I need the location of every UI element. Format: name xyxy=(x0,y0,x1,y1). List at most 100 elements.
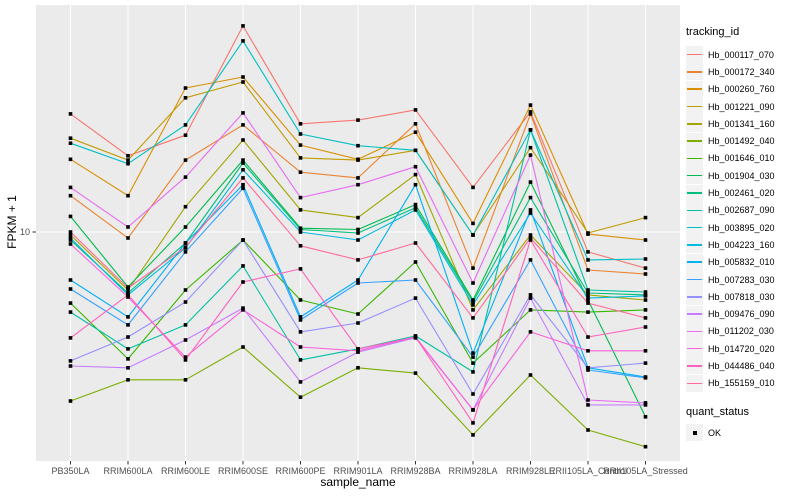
data-point[interactable] xyxy=(298,358,303,362)
data-point[interactable] xyxy=(68,359,73,363)
data-point[interactable] xyxy=(643,257,648,261)
data-point[interactable] xyxy=(241,161,245,165)
legend-item-Hb_001341_160[interactable]: Hb_001341_160 xyxy=(686,115,798,133)
data-point[interactable] xyxy=(68,287,73,291)
data-point[interactable] xyxy=(643,403,648,407)
data-point[interactable] xyxy=(298,395,303,399)
data-point[interactable] xyxy=(528,238,533,242)
data-point[interactable] xyxy=(413,296,418,300)
data-point[interactable] xyxy=(126,158,130,162)
data-point[interactable] xyxy=(586,296,590,300)
data-point[interactable] xyxy=(643,294,648,298)
data-point[interactable] xyxy=(586,250,590,254)
data-point[interactable] xyxy=(68,112,73,116)
data-point[interactable] xyxy=(183,338,188,342)
data-point[interactable] xyxy=(356,238,360,242)
data-point[interactable] xyxy=(183,245,188,249)
data-point[interactable] xyxy=(68,233,73,237)
data-point[interactable] xyxy=(413,182,418,187)
data-point[interactable] xyxy=(183,86,188,90)
data-point[interactable] xyxy=(413,130,418,134)
legend-item-Hb_002461_020[interactable]: Hb_002461_020 xyxy=(686,184,798,202)
data-point[interactable] xyxy=(413,205,418,210)
legend-item-Hb_000260_760[interactable]: Hb_000260_760 xyxy=(686,80,798,98)
data-point[interactable] xyxy=(356,258,360,262)
data-point[interactable] xyxy=(586,301,590,305)
data-point[interactable] xyxy=(586,293,590,297)
data-point[interactable] xyxy=(643,349,648,353)
data-point[interactable] xyxy=(298,267,303,271)
data-point[interactable] xyxy=(356,227,360,232)
data-point[interactable] xyxy=(126,366,130,370)
data-point[interactable] xyxy=(413,241,418,245)
data-point[interactable] xyxy=(643,444,648,449)
data-point[interactable] xyxy=(298,227,303,232)
data-point[interactable] xyxy=(68,242,73,246)
data-point[interactable] xyxy=(528,236,533,240)
data-point[interactable] xyxy=(471,361,475,365)
data-point[interactable] xyxy=(356,312,360,316)
data-point[interactable] xyxy=(586,368,590,372)
data-point[interactable] xyxy=(241,24,245,28)
data-point[interactable] xyxy=(356,278,360,282)
data-point[interactable] xyxy=(471,308,475,312)
data-point[interactable] xyxy=(413,122,418,126)
data-point[interactable] xyxy=(643,308,648,312)
legend-item-Hb_011202_030[interactable]: Hb_011202_030 xyxy=(686,322,798,340)
data-point[interactable] xyxy=(413,172,418,177)
data-point[interactable] xyxy=(356,118,360,122)
data-point[interactable] xyxy=(586,310,590,314)
data-point[interactable] xyxy=(643,401,648,405)
data-point[interactable] xyxy=(183,175,188,179)
legend-item-Hb_002687_090[interactable]: Hb_002687_090 xyxy=(686,201,798,219)
data-point[interactable] xyxy=(126,288,130,292)
data-point[interactable] xyxy=(298,380,303,384)
data-point[interactable] xyxy=(586,258,590,262)
data-point[interactable] xyxy=(126,357,130,361)
legend-item-Hb_003895_020[interactable]: Hb_003895_020 xyxy=(686,219,798,237)
data-point[interactable] xyxy=(471,316,475,320)
data-point[interactable] xyxy=(298,156,303,160)
data-point[interactable] xyxy=(298,230,303,234)
data-point[interactable] xyxy=(241,39,245,43)
data-point[interactable] xyxy=(241,306,245,310)
data-point[interactable] xyxy=(586,231,590,235)
data-point[interactable] xyxy=(643,415,648,419)
data-point[interactable] xyxy=(586,298,590,302)
data-point[interactable] xyxy=(183,225,188,229)
data-point[interactable] xyxy=(241,345,245,349)
legend-item-Hb_001492_040[interactable]: Hb_001492_040 xyxy=(686,132,798,150)
data-point[interactable] xyxy=(413,260,418,264)
data-point[interactable] xyxy=(528,233,533,237)
data-point[interactable] xyxy=(183,204,188,209)
data-point[interactable] xyxy=(413,208,418,212)
legend-item-Hb_000117_070[interactable]: Hb_000117_070 xyxy=(686,46,798,64)
data-point[interactable] xyxy=(471,370,475,374)
data-point[interactable] xyxy=(183,378,188,382)
data-point[interactable] xyxy=(413,202,418,207)
data-point[interactable] xyxy=(68,364,73,368)
data-point[interactable] xyxy=(471,233,475,237)
data-point[interactable] xyxy=(643,238,648,242)
data-point[interactable] xyxy=(528,211,533,215)
data-point[interactable] xyxy=(471,351,475,355)
legend-item-Hb_014720_020[interactable]: Hb_014720_020 xyxy=(686,340,798,358)
data-point[interactable] xyxy=(126,293,130,297)
data-point[interactable] xyxy=(183,158,188,162)
data-point[interactable] xyxy=(298,208,303,212)
data-point[interactable] xyxy=(241,75,245,79)
data-point[interactable] xyxy=(68,157,73,162)
data-point[interactable] xyxy=(528,145,533,150)
data-point[interactable] xyxy=(471,433,475,437)
data-point[interactable] xyxy=(528,373,533,377)
data-point[interactable] xyxy=(68,238,73,242)
data-point[interactable] xyxy=(241,238,245,242)
data-point[interactable] xyxy=(241,280,245,284)
data-point[interactable] xyxy=(643,376,648,380)
legend-item-Hb_000172_340[interactable]: Hb_000172_340 xyxy=(686,63,798,81)
data-point[interactable] xyxy=(528,293,533,297)
data-point[interactable] xyxy=(586,349,590,353)
data-point[interactable] xyxy=(298,170,303,174)
data-point[interactable] xyxy=(126,335,130,339)
data-point[interactable] xyxy=(586,291,590,295)
